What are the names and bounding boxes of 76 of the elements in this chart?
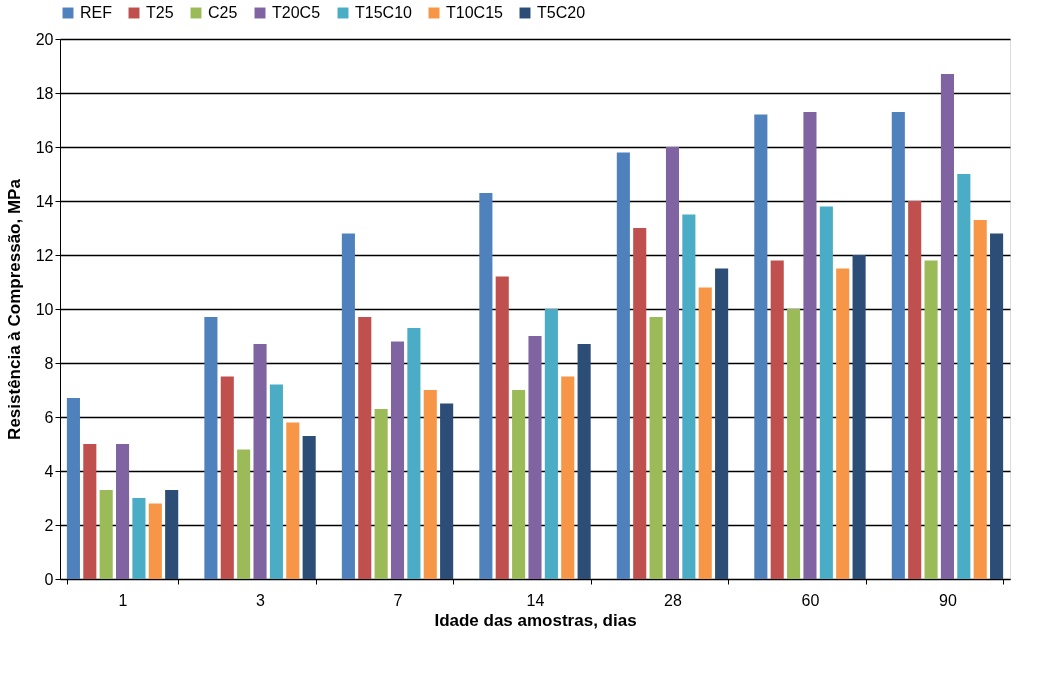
bar	[544, 309, 558, 579]
bar	[495, 276, 509, 579]
y-tick-label: 0	[44, 570, 54, 588]
x-axis-title: Idade das amostras, dias	[434, 610, 637, 630]
bar	[83, 444, 97, 579]
bar	[407, 327, 421, 579]
bar	[479, 192, 493, 579]
bar	[148, 503, 162, 579]
y-axis-title: Resistência à Compressão, MPa	[4, 178, 24, 440]
y-tick-label: 12	[35, 246, 54, 264]
bar	[132, 498, 146, 579]
bar	[924, 260, 938, 579]
bar	[715, 268, 729, 579]
bar	[253, 344, 267, 579]
bar	[973, 219, 987, 579]
bar	[803, 111, 817, 579]
bar	[819, 206, 833, 579]
bar	[512, 390, 526, 579]
bar	[682, 214, 696, 579]
bar	[633, 228, 647, 579]
bar	[269, 384, 283, 579]
bar	[665, 147, 680, 579]
x-tick-label: 7	[393, 591, 403, 609]
y-tick-label: 16	[35, 138, 54, 156]
bar	[577, 344, 591, 579]
x-tick-label: 90	[939, 591, 957, 609]
y-tick-label: 10	[35, 300, 54, 318]
bar	[957, 174, 971, 579]
bar	[787, 309, 801, 579]
bar	[891, 111, 905, 579]
bar	[649, 317, 663, 579]
bar	[440, 403, 454, 579]
bar	[116, 444, 130, 579]
bar	[836, 268, 850, 579]
y-tick-label: 2	[44, 516, 54, 534]
bar	[616, 152, 630, 579]
x-tick-label: 14	[526, 591, 545, 609]
legend-label: T5C20	[537, 4, 586, 21]
legend-label: T10C15	[446, 4, 504, 21]
bar	[165, 489, 179, 579]
bar	[374, 408, 388, 579]
x-tick-label: 60	[801, 591, 820, 609]
y-tick-label: 20	[35, 30, 54, 48]
legend-label: C25	[208, 4, 238, 21]
bar	[698, 287, 712, 579]
bar	[341, 233, 355, 579]
bar	[561, 376, 575, 579]
bar	[204, 317, 218, 579]
y-tick-label: 4	[44, 462, 54, 480]
x-tick-label: 1	[118, 591, 128, 609]
bar	[220, 376, 234, 579]
y-tick-label: 6	[44, 408, 54, 426]
bar	[390, 341, 405, 579]
bar	[908, 201, 922, 579]
y-tick-label: 14	[35, 192, 54, 210]
x-tick-label: 3	[256, 591, 266, 609]
bar	[99, 489, 113, 579]
bar	[940, 74, 954, 579]
bar	[423, 390, 437, 579]
y-tick-label: 18	[35, 84, 54, 102]
legend-label: T15C10	[355, 4, 413, 21]
bar	[754, 114, 768, 579]
bar	[302, 435, 316, 579]
bar	[770, 260, 784, 579]
legend-label: T25	[146, 4, 174, 21]
bar	[990, 233, 1004, 579]
y-tick-label: 8	[44, 354, 54, 372]
bar	[358, 317, 372, 579]
legend-label: T20C5	[272, 4, 321, 21]
legend-label: REF	[80, 4, 113, 21]
bar	[286, 422, 300, 579]
bar	[528, 336, 542, 579]
bar	[237, 449, 251, 579]
bar	[66, 398, 80, 579]
bar	[852, 255, 866, 579]
x-tick-label: 28	[664, 591, 682, 609]
